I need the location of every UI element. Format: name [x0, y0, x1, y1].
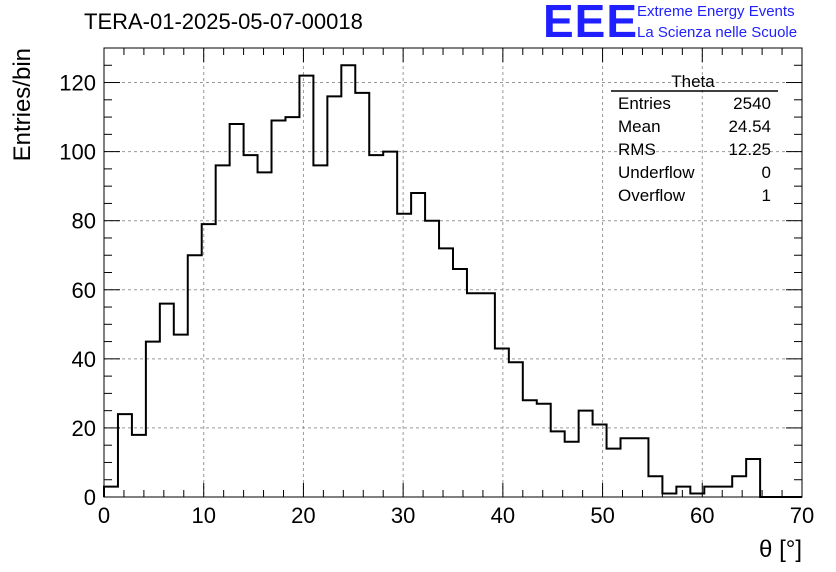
axis-ticks [103, 47, 803, 498]
x-tick-label: 60 [690, 503, 714, 528]
stats-row-label: Entries [618, 94, 671, 113]
stats-row-value: 0 [762, 163, 771, 182]
y-tick-label: 100 [59, 140, 96, 165]
x-tick-label: 0 [98, 503, 110, 528]
y-tick-label: 20 [72, 416, 96, 441]
x-tick-label: 10 [191, 503, 215, 528]
x-tick-label: 30 [391, 503, 415, 528]
stats-row-value: 1 [762, 186, 771, 205]
plot-frame [103, 47, 803, 498]
y-tick-label: 40 [72, 347, 96, 372]
stats-row-label: Mean [618, 117, 661, 136]
histogram-outline [103, 64, 802, 498]
x-axis-label: θ [°] [759, 536, 802, 563]
stats-row-value: 24.54 [728, 117, 771, 136]
logo-subtitle-2: La Scienza nelle Scuole [637, 24, 798, 41]
logo-subtitle-1: Extreme Energy Events [637, 3, 795, 20]
eee-logo: EEE [543, 0, 639, 47]
stats-box: Theta Entries 2540 Mean 24.54 RMS 12.25 Underf… [611, 72, 778, 205]
stats-row-label: RMS [618, 140, 656, 159]
y-tick-label: 80 [72, 209, 96, 234]
stats-rows: Entries 2540 Mean 24.54 RMS 12.25 Underflow 0 Ov… [618, 94, 771, 205]
x-tick-label: 20 [291, 503, 315, 528]
stats-row-value: 2540 [733, 94, 771, 113]
x-tick-label: 40 [491, 503, 515, 528]
chart-title: TERA-01-2025-05-07-00018 [84, 9, 363, 34]
y-tick-label: 0 [84, 485, 96, 510]
y-tick-label: 120 [59, 71, 96, 96]
stats-title: Theta [671, 72, 715, 91]
stats-row-value: 12.25 [728, 140, 771, 159]
x-tick-label: 50 [590, 503, 614, 528]
y-axis-label: Entries/bin [9, 48, 36, 161]
y-tick-label: 60 [72, 278, 96, 303]
stats-row-label: Underflow [618, 163, 695, 182]
grid-lines [104, 48, 802, 497]
stats-row-label: Overflow [618, 186, 686, 205]
x-tick-label: 70 [790, 503, 814, 528]
